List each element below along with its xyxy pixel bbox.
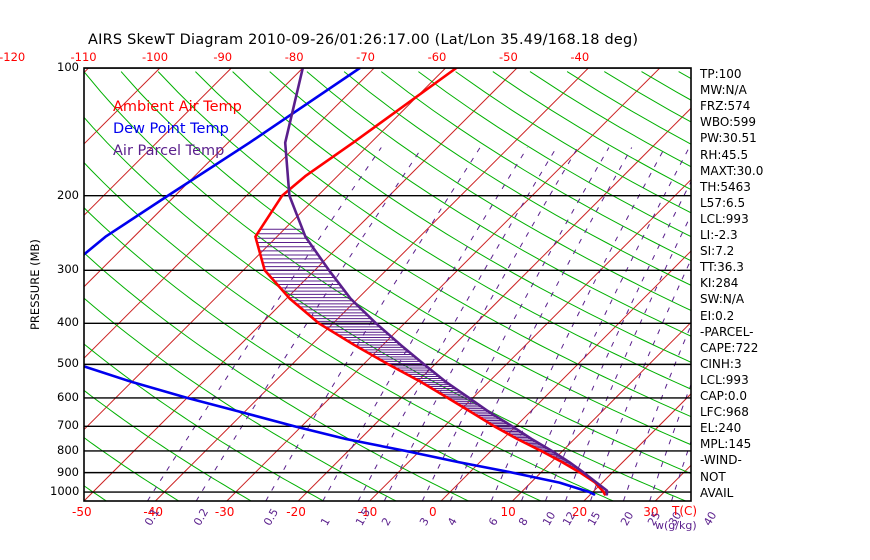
bottom-temp-tick: -30 [214, 505, 235, 519]
parameter-9: LCL:993 [700, 211, 749, 226]
bottom-temp-tick: 10 [500, 505, 516, 519]
top-temp-tick: -120 [0, 50, 26, 64]
parameter-10: LI:-2.3 [700, 228, 738, 242]
temperature-axis-label: T(C) [672, 504, 698, 518]
top-temp-tick: -60 [427, 50, 447, 64]
pressure-tick: 100 [57, 60, 79, 74]
top-temp-tick: -100 [141, 50, 169, 64]
bottom-temp-tick: -40 [143, 505, 164, 519]
parameter-8: L57:6.5 [700, 195, 746, 210]
legend-item-1: Dew Point Temp [113, 121, 229, 137]
parameter-15: EI:0.2 [700, 308, 735, 323]
parameter-19: LCL:993 [700, 372, 749, 387]
parameter-20: CAP:0.0 [700, 389, 747, 403]
bottom-temp-tick: -10 [357, 505, 378, 519]
parameter-16: -PARCEL- [700, 324, 754, 339]
top-temp-tick: -110 [70, 50, 97, 64]
bottom-temp-tick: -50 [72, 505, 92, 519]
pressure-tick: 300 [57, 262, 79, 277]
parameter-23: MPL:145 [700, 437, 752, 452]
parameter-26: AVAIL [700, 485, 734, 500]
pressure-tick: 400 [57, 315, 79, 330]
parameter-22: EL:240 [700, 421, 742, 436]
parameter-2: FRZ:574 [700, 99, 751, 114]
mixing-ratio-axis-label: w(g/kg) [655, 519, 697, 532]
bottom-temp-tick: -20 [286, 505, 306, 519]
parameter-21: LFC:968 [700, 405, 749, 420]
pressure-tick: 700 [57, 418, 79, 433]
parameter-13: KI:284 [700, 276, 739, 291]
parameter-4: PW:30.51 [700, 131, 757, 146]
top-temp-tick: -50 [499, 50, 518, 64]
bottom-temp-tick: 30 [643, 505, 659, 519]
parameter-24: -WIND- [700, 453, 742, 468]
parameter-11: SI:7.2 [700, 244, 735, 259]
parameter-25: NOT [700, 469, 726, 484]
pressure-tick: 600 [57, 389, 79, 404]
parameter-5: RH:45.5 [700, 147, 749, 162]
parameter-1: MW:N/A [700, 83, 747, 98]
legend-item-2: Air Parcel Temp [113, 143, 225, 159]
top-temp-tick: -90 [213, 50, 233, 64]
page-title: AIRS SkewT Diagram 2010-09-26/01:26:17.0… [88, 32, 639, 48]
pressure-tick: 900 [57, 464, 79, 479]
parameter-3: WBO:599 [700, 115, 757, 130]
pressure-tick: 1000 [50, 484, 80, 498]
parameter-0: TP:100 [700, 67, 742, 81]
bottom-temp-tick: 20 [571, 505, 588, 519]
top-temp-tick: -70 [356, 50, 375, 64]
top-temp-tick: -80 [284, 50, 304, 64]
pressure-tick: 800 [57, 442, 79, 457]
bottom-temp-tick: 0 [429, 505, 437, 519]
parameter-12: TT:36.3 [700, 260, 744, 275]
pressure-tick: 500 [57, 356, 79, 371]
parameter-6: MAXT:30.0 [700, 163, 764, 178]
pressure-tick: 200 [57, 187, 79, 202]
parameter-14: SW:N/A [700, 292, 745, 307]
parameter-17: CAPE:722 [700, 340, 759, 355]
legend-item-0: Ambient Air Temp [113, 99, 242, 115]
pressure-axis-label: PRESSURE (MB) [28, 239, 42, 330]
parameter-7: TH:5463 [700, 179, 751, 194]
parameter-18: CINH:3 [700, 356, 742, 371]
top-temp-tick: -40 [570, 50, 590, 64]
